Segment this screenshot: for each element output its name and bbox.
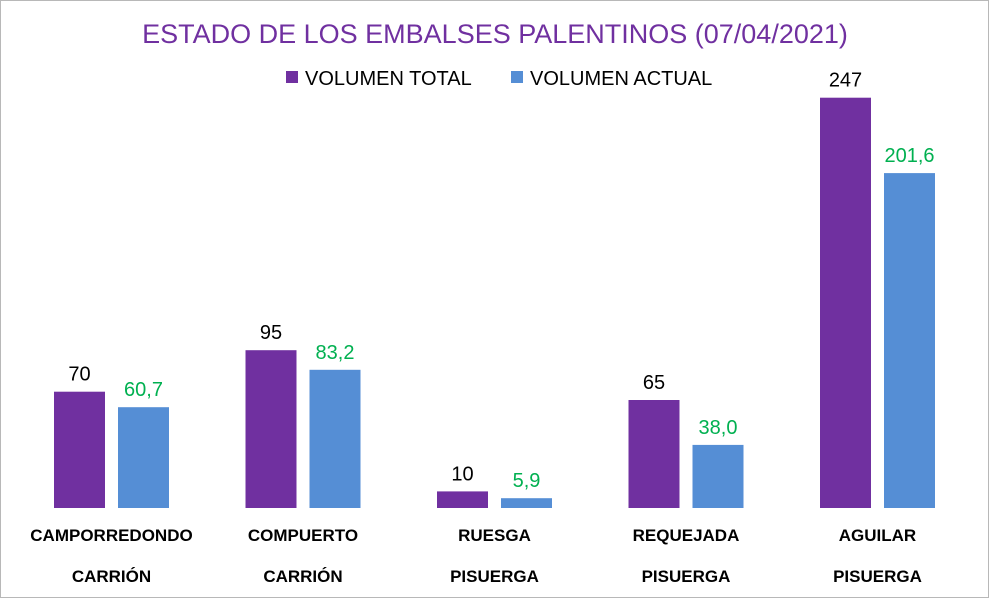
value-label-volumen-total-aguilar: 247: [829, 70, 862, 92]
legend-swatch-volumen-actual: [511, 71, 523, 83]
value-label-volumen-total-ruesga: 10: [451, 463, 473, 485]
legend-label-volumen-actual: VOLUMEN ACTUAL: [530, 68, 712, 90]
bar-volumen-total-camporredondo: [54, 391, 105, 508]
sub-category-label-camporredondo: CARRIÓN: [72, 567, 151, 586]
value-label-volumen-actual-requejada: 38,0: [699, 417, 738, 439]
value-label-volumen-total-requejada: 65: [643, 372, 665, 394]
bar-volumen-total-aguilar: [820, 97, 871, 508]
value-labels-group: 70 60,7 95 83,2 10 5,9 65 38,0 247 201,6: [68, 70, 934, 493]
chart-title: ESTADO DE LOS EMBALSES PALENTINOS (07/04…: [142, 19, 848, 49]
bar-volumen-actual-compuerto: [309, 369, 361, 508]
sub-category-label-compuerto: CARRIÓN: [263, 567, 342, 586]
sub-category-label-aguilar: PISUERGA: [833, 567, 922, 586]
value-label-volumen-actual-compuerto: 83,2: [316, 342, 355, 364]
bar-volumen-actual-aguilar: [884, 173, 935, 508]
sub-category-label-ruesga: PISUERGA: [450, 567, 539, 586]
category-label-ruesga: RUESGA: [458, 526, 531, 545]
category-label-camporredondo: CAMPORREDONDO: [30, 526, 192, 545]
value-label-volumen-actual-aguilar: 201,6: [884, 145, 934, 167]
bar-volumen-actual-camporredondo: [118, 407, 169, 508]
bar-volumen-total-ruesga: [437, 491, 488, 508]
category-label-compuerto: COMPUERTO: [248, 526, 358, 545]
bars-group: [54, 97, 935, 508]
category-labels-group: CAMPORREDONDO CARRIÓN COMPUERTO CARRIÓN RUES…: [30, 526, 922, 586]
value-label-volumen-actual-camporredondo: 60,7: [124, 379, 163, 401]
value-label-volumen-total-camporredondo: 70: [68, 364, 90, 386]
sub-category-label-requejada: PISUERGA: [642, 567, 731, 586]
category-label-aguilar: AGUILAR: [839, 526, 916, 545]
legend: VOLUMEN TOTAL VOLUMEN ACTUAL: [286, 68, 712, 90]
bar-volumen-actual-requejada: [692, 444, 744, 508]
category-label-requejada: REQUEJADA: [633, 526, 740, 545]
bar-volumen-actual-ruesga: [501, 498, 552, 508]
legend-label-volumen-total: VOLUMEN TOTAL: [305, 68, 472, 90]
value-label-volumen-actual-ruesga: 5,9: [513, 470, 541, 492]
bar-volumen-total-compuerto: [245, 350, 297, 508]
bar-volumen-total-requejada: [628, 400, 680, 508]
legend-swatch-volumen-total: [286, 71, 298, 83]
value-label-volumen-total-compuerto: 95: [260, 322, 282, 344]
